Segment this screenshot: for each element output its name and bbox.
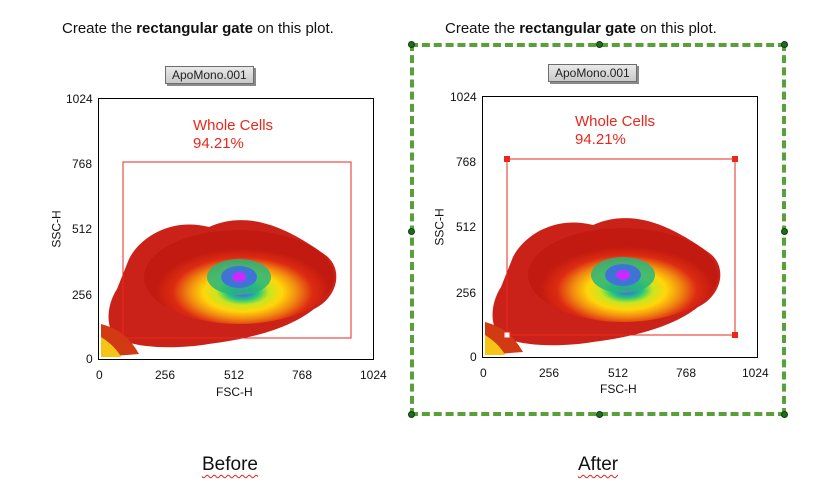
y-axis-title: SSC-H xyxy=(432,208,447,246)
instruction-suffix: on this plot. xyxy=(252,20,334,37)
x-tick-label: 0 xyxy=(480,366,487,380)
x-tick-label: 512 xyxy=(608,366,629,380)
dot-plot[interactable]: Whole Cells 94.21% xyxy=(98,98,374,360)
x-tick-label: 1024 xyxy=(360,368,387,382)
gate-rectangle xyxy=(506,158,736,336)
instruction-text: Create the rectangular gate on this plot… xyxy=(445,20,717,37)
y-tick-label: 0 xyxy=(86,352,93,366)
gate-percent: 94.21% xyxy=(575,131,626,148)
selection-handle[interactable] xyxy=(408,41,415,48)
x-tick-label: 256 xyxy=(539,366,560,380)
plot-name-label[interactable]: ApoMono.001 xyxy=(548,64,637,82)
gate-label[interactable]: Whole Cells 94.21% xyxy=(575,113,655,149)
instruction-bold: rectangular gate xyxy=(136,20,253,37)
selection-handle[interactable] xyxy=(781,228,788,235)
y-tick-label: 1024 xyxy=(450,90,477,104)
x-tick-label: 768 xyxy=(292,368,313,382)
instruction-bold: rectangular gate xyxy=(519,20,636,37)
selection-handle[interactable] xyxy=(596,41,603,48)
x-axis-title: FSC-H xyxy=(600,382,637,396)
y-tick-label: 256 xyxy=(72,288,93,302)
gate-handle xyxy=(732,332,738,338)
gate-handle xyxy=(732,156,738,162)
gate-name: Whole Cells xyxy=(193,117,274,134)
gate-percent: 94.21% xyxy=(193,135,244,152)
y-tick-label: 1024 xyxy=(66,92,93,106)
after-caption: After xyxy=(578,454,619,475)
gate-label[interactable]: Whole Cells 94.21% xyxy=(193,117,273,153)
x-axis-title: FSC-H xyxy=(216,385,253,399)
gate-handle xyxy=(503,331,511,339)
after-panel: Create the rectangular gate on this plot… xyxy=(380,0,788,475)
y-tick-label: 256 xyxy=(456,286,477,300)
y-tick-label: 0 xyxy=(470,350,477,364)
instruction-prefix: Create the xyxy=(445,20,520,37)
x-tick-label: 1024 xyxy=(742,366,769,380)
plot-selection-frame[interactable] xyxy=(408,41,788,418)
y-tick-label: 768 xyxy=(456,155,477,169)
instruction-suffix: on this plot. xyxy=(635,20,717,37)
instruction-text: Create the rectangular gate on this plot… xyxy=(62,20,334,37)
y-tick-label: 512 xyxy=(72,222,93,236)
before-panel: Create the rectangular gate on this plot… xyxy=(0,0,400,475)
selection-handle[interactable] xyxy=(408,228,415,235)
density-plot-graphic xyxy=(485,156,738,355)
selection-handle[interactable] xyxy=(408,411,415,418)
selection-handle[interactable] xyxy=(781,41,788,48)
x-tick-label: 256 xyxy=(155,368,176,382)
before-caption: Before xyxy=(202,454,258,475)
dot-plot[interactable]: Whole Cells 94.21% xyxy=(482,96,758,358)
gate-name: Whole Cells xyxy=(575,113,656,130)
x-tick-label: 768 xyxy=(676,366,697,380)
plot-name-label[interactable]: ApoMono.001 xyxy=(165,66,254,84)
x-tick-label: 512 xyxy=(224,368,245,382)
y-axis-title: SSC-H xyxy=(49,210,64,248)
density-plot-graphic xyxy=(101,161,352,357)
gate-rectangle xyxy=(122,161,352,339)
y-tick-label: 768 xyxy=(72,157,93,171)
x-tick-label: 0 xyxy=(96,368,103,382)
selection-handle[interactable] xyxy=(596,411,603,418)
selection-handle[interactable] xyxy=(781,411,788,418)
y-tick-label: 512 xyxy=(456,220,477,234)
instruction-prefix: Create the xyxy=(62,20,137,37)
gate-handle xyxy=(504,156,510,162)
